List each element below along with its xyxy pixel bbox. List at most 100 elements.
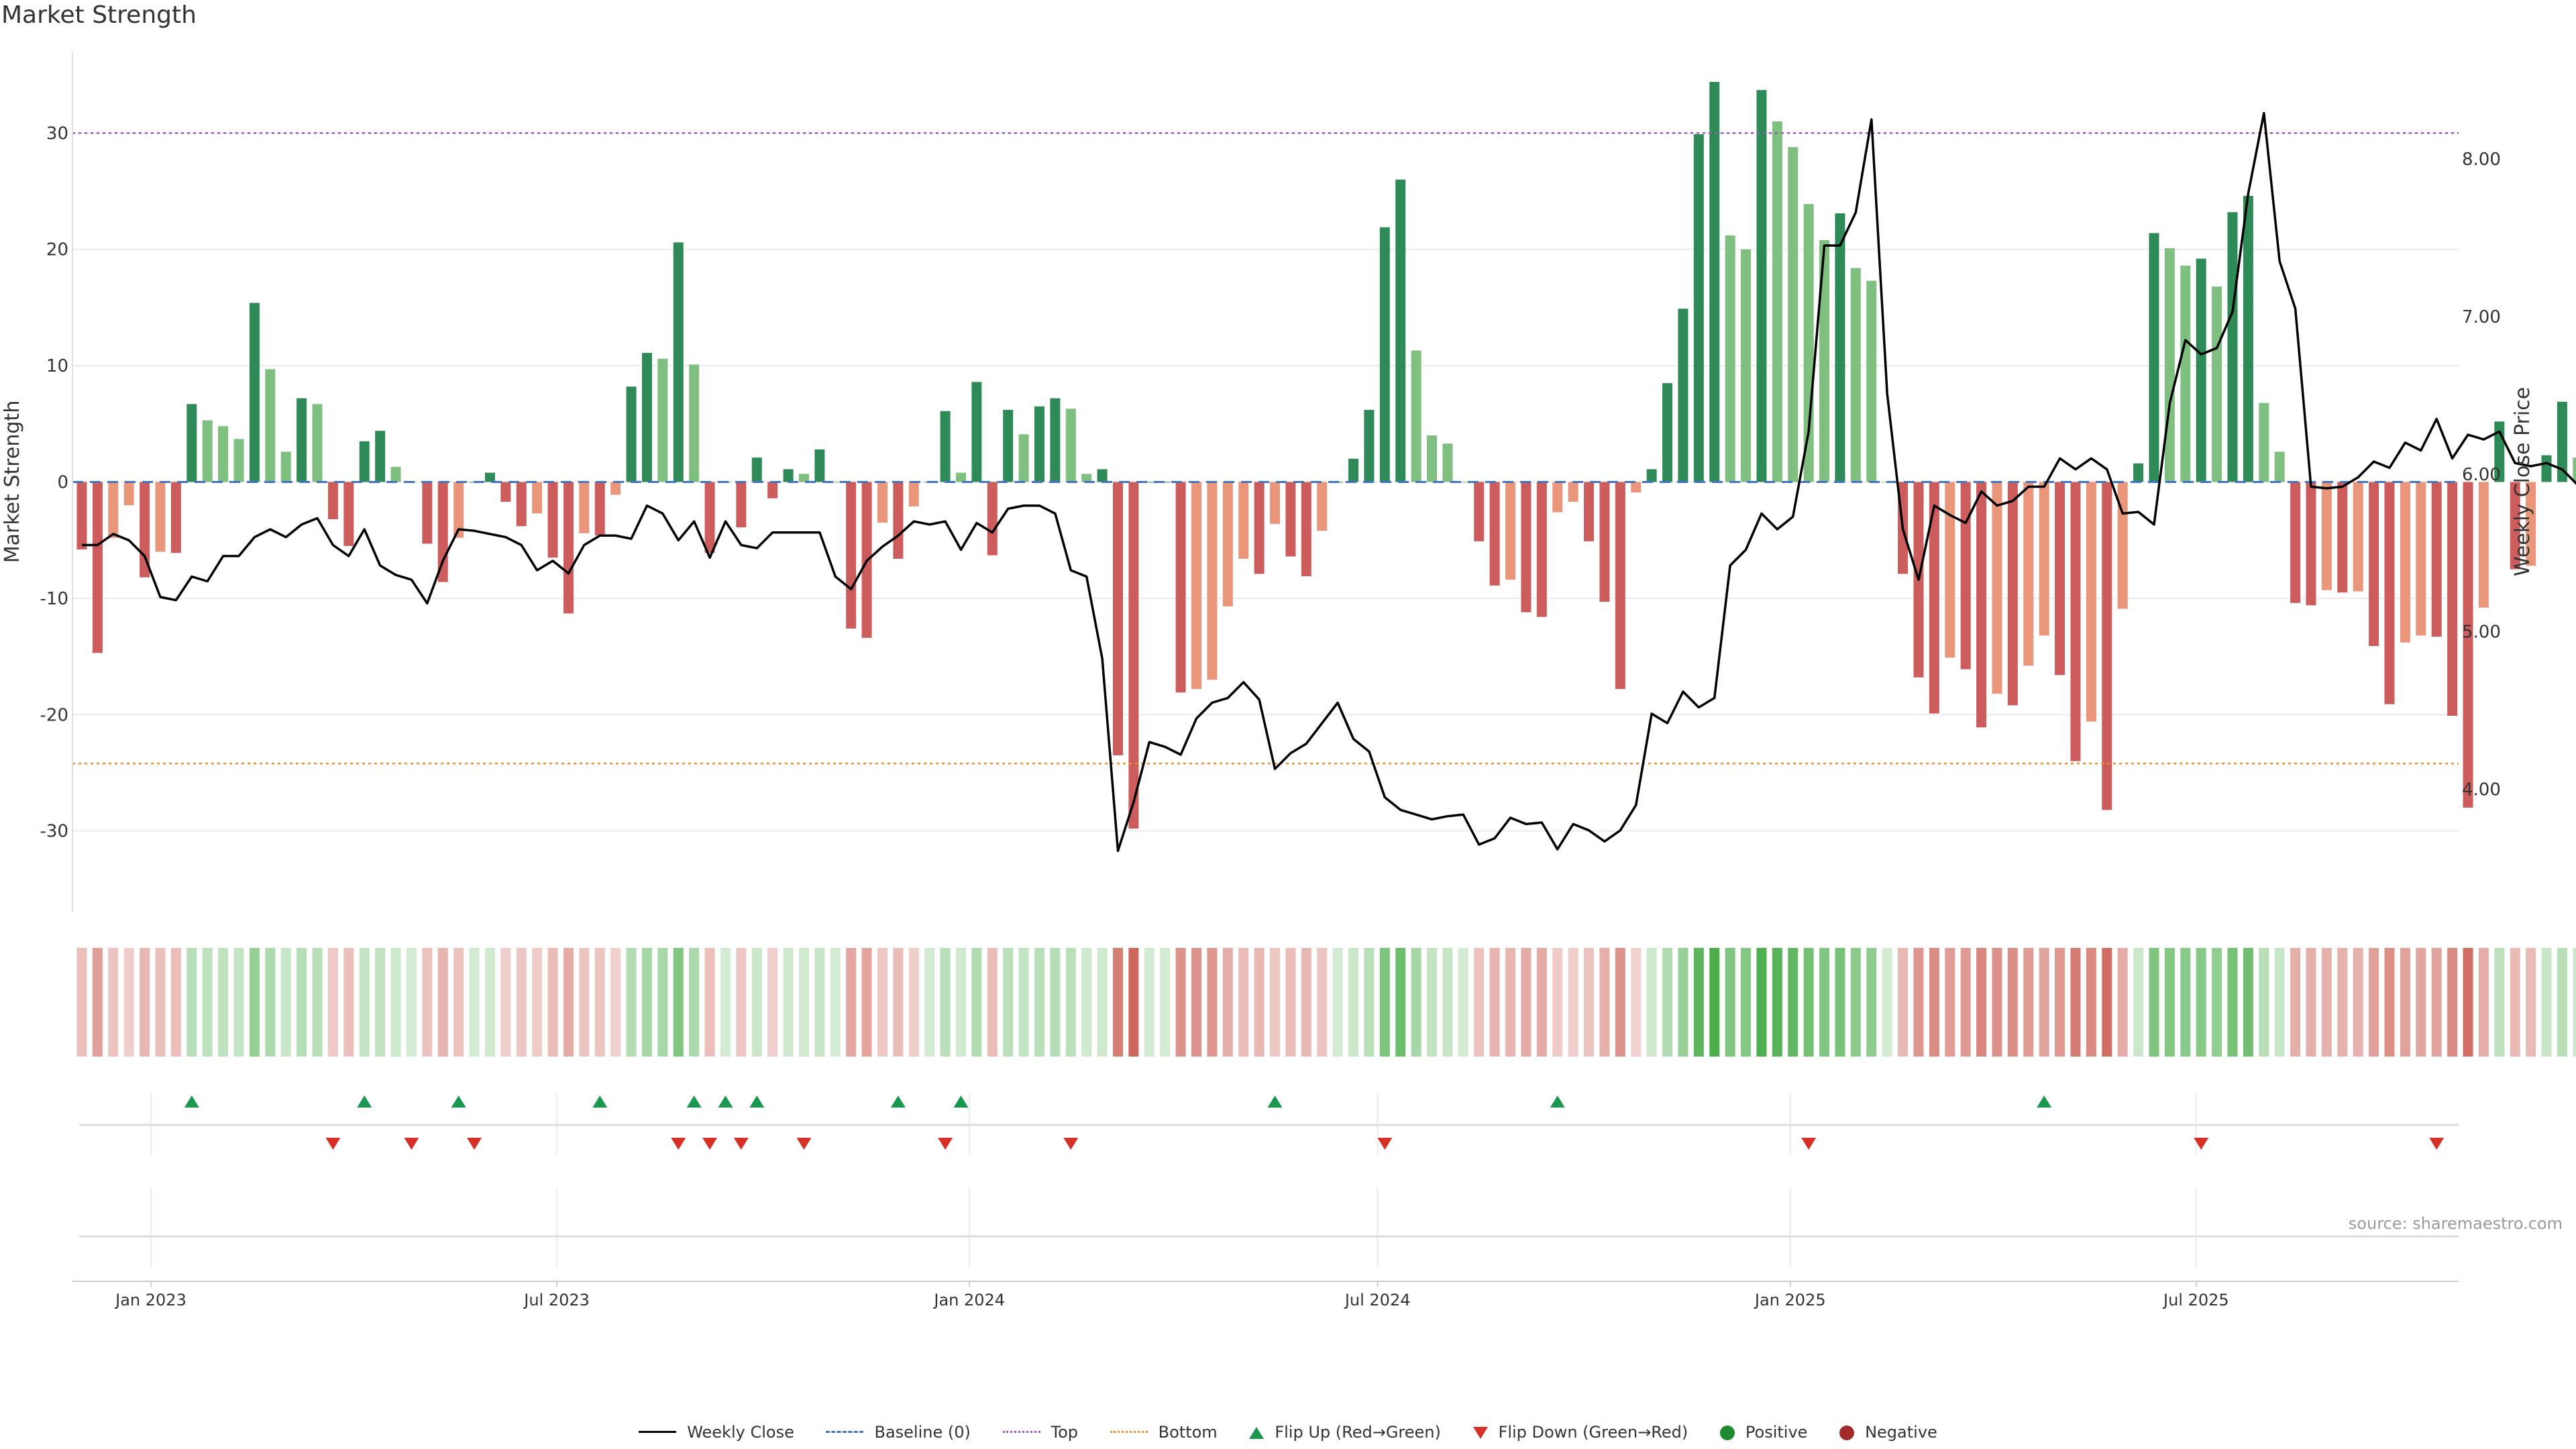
flip-down-marker xyxy=(702,1138,718,1150)
heat-band-cell xyxy=(218,948,229,1057)
heat-band-cell xyxy=(484,948,495,1057)
heat-band-cell xyxy=(971,948,982,1057)
heat-band-cell xyxy=(689,948,700,1057)
heat-band-cell xyxy=(76,948,87,1057)
heat-band-cell xyxy=(908,948,919,1057)
strength-bar xyxy=(1788,147,1799,482)
legend-label: Flip Up (Red→Green) xyxy=(1275,1423,1441,1442)
heat-band-cell xyxy=(814,948,825,1057)
strength-bar xyxy=(2431,482,2442,637)
strength-bar xyxy=(2510,482,2520,570)
heat-band-cell xyxy=(406,948,417,1057)
y2-tick-label: 4.00 xyxy=(2462,780,2501,800)
strength-bar xyxy=(2164,248,2175,482)
strength-bar xyxy=(626,386,637,482)
heat-band-cell xyxy=(1741,948,1752,1057)
heat-band-cell xyxy=(2117,948,2128,1057)
heat-band-cell xyxy=(610,948,621,1057)
strength-bar xyxy=(1756,90,1767,482)
flip-down-marker xyxy=(733,1138,749,1150)
heat-band-cell xyxy=(233,948,244,1057)
heat-band-cell xyxy=(92,948,103,1057)
y2-axis-label: Weekly Close Price xyxy=(2511,387,2534,576)
strength-bar xyxy=(751,458,762,482)
grid-lines xyxy=(72,132,2459,1268)
heat-band-cell xyxy=(1945,948,1955,1057)
strength-bar xyxy=(359,441,370,482)
heat-band-cell xyxy=(2353,948,2363,1057)
strength-bar xyxy=(1379,227,1390,482)
heat-band-cell xyxy=(2416,948,2426,1057)
y-tick-label: -10 xyxy=(40,589,68,609)
heat-band-cell xyxy=(2306,948,2316,1057)
strength-bar xyxy=(1976,482,1987,728)
heat-band-cell xyxy=(1788,948,1799,1057)
strength-bar xyxy=(2416,482,2426,636)
heat-band-cell xyxy=(1285,948,1296,1057)
legend-item-top: Top xyxy=(1002,1423,1078,1442)
heat-band-cell xyxy=(2227,948,2238,1057)
strength-bar xyxy=(280,451,291,482)
heat-band-cell xyxy=(594,948,605,1057)
weekly-close-line xyxy=(82,111,2576,853)
legend-item-flip-down: Flip Down (Green→Red) xyxy=(1472,1423,1688,1442)
heat-band-cell xyxy=(532,948,543,1057)
line-dotted-icon xyxy=(1002,1430,1040,1433)
heat-band-cell xyxy=(924,948,935,1057)
heat-band-cell xyxy=(1756,948,1767,1057)
strength-bar xyxy=(2353,482,2363,592)
heat-band-cell xyxy=(1584,948,1595,1057)
strength-bar xyxy=(2526,482,2536,566)
axes: -30 -20 -10 0 10 20 30 4.00 5.00 6.00 7.00 8.00 Jan … xyxy=(1,52,2534,1309)
y2-tick-label: 6.00 xyxy=(2462,465,2501,485)
strength-bar xyxy=(846,482,857,629)
flip-up-marker xyxy=(1267,1095,1283,1108)
strength-bar xyxy=(1238,482,1249,559)
strength-bar xyxy=(1112,482,1123,755)
flip-up-marker xyxy=(953,1095,969,1108)
heat-band-cell xyxy=(2007,948,2018,1057)
heat-band-cell xyxy=(312,948,323,1057)
strength-bar xyxy=(767,482,778,498)
strength-bar xyxy=(390,466,401,482)
strength-bar xyxy=(1693,134,1704,482)
x-tick-label: Jan 2025 xyxy=(1754,1291,1826,1309)
strength-bar xyxy=(484,472,495,482)
heat-band-cell xyxy=(955,948,966,1057)
y-tick-label: 0 xyxy=(57,473,68,493)
legend-label: Positive xyxy=(1745,1423,1808,1442)
heat-band-cell xyxy=(563,948,574,1057)
strength-bar xyxy=(2573,458,2576,482)
heat-band-cell xyxy=(1819,948,1830,1057)
heat-band-cell xyxy=(2023,948,2034,1057)
heat-band-cell xyxy=(1646,948,1657,1057)
legend-label: Flip Down (Green→Red) xyxy=(1498,1423,1688,1442)
strength-bar xyxy=(1097,469,1108,482)
heat-band-cell xyxy=(2274,948,2285,1057)
strength-bars xyxy=(76,82,2576,829)
strength-bar xyxy=(814,449,825,482)
strength-bar xyxy=(516,482,527,527)
strength-bar xyxy=(265,369,276,482)
heat-band-cell xyxy=(1850,948,1861,1057)
flip-down-marker xyxy=(938,1138,953,1150)
heat-band-cell xyxy=(1144,948,1155,1057)
heat-band-cell xyxy=(2557,948,2567,1057)
flip-down-marker xyxy=(2429,1138,2445,1150)
strength-bar xyxy=(1505,482,1516,580)
heat-band-cell xyxy=(893,948,904,1057)
heat-band-cell xyxy=(657,948,668,1057)
heat-band-cell xyxy=(390,948,401,1057)
x-tick-label: Jan 2023 xyxy=(114,1291,186,1309)
strength-bar xyxy=(1521,482,1532,612)
y-axis-label: Market Strength xyxy=(1,400,24,563)
heat-band-cell xyxy=(1929,948,1939,1057)
x-tick-label: Jul 2023 xyxy=(523,1291,590,1309)
heat-band-cell xyxy=(1332,948,1343,1057)
legend-item-bottom: Bottom xyxy=(1110,1423,1218,1442)
heat-band-cell xyxy=(2180,948,2191,1057)
heat-band-cell xyxy=(280,948,291,1057)
strength-bar xyxy=(1662,383,1673,482)
heat-band-cell xyxy=(1379,948,1390,1057)
line-dotted-icon xyxy=(1110,1430,1148,1433)
